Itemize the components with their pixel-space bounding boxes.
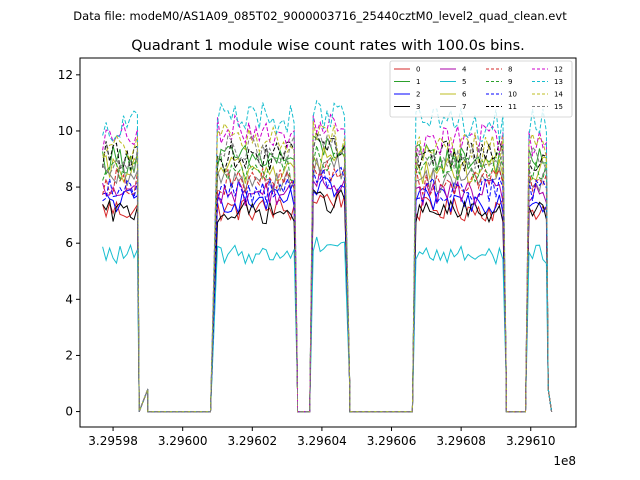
x-axis-offset-label: 1e8 [553,454,576,468]
series-line-13 [102,99,553,413]
legend-label-8: 8 [508,66,512,74]
y-tick-label: 6 [65,236,73,250]
legend-label-0: 0 [416,66,420,74]
series-line-12 [102,113,553,413]
y-tick-label: 2 [65,348,73,362]
series-line-14 [102,121,553,413]
legend-label-11: 11 [508,103,517,111]
plot-area: 3.29598 3.29600 3.29602 3.29604 3.29606 3.296… [58,57,577,448]
legend-label-2: 2 [416,91,420,99]
legend-label-14: 14 [554,91,563,99]
legend-label-12: 12 [554,66,563,74]
x-tick-label: 3.29600 [158,434,208,448]
x-tick-label: 3.29606 [367,434,417,448]
y-tick-label: 4 [65,292,73,306]
series-lines [102,99,553,413]
axes-frame [79,57,577,428]
x-tick-label: 3.29610 [506,434,556,448]
legend-label-7: 7 [462,103,466,111]
legend-label-3: 3 [416,103,420,111]
legend-label-13: 13 [554,78,563,86]
y-tick-label: 10 [58,124,73,138]
x-tick-label: 3.29602 [227,434,277,448]
legend-label-10: 10 [508,91,517,99]
x-tick-label: 3.29598 [88,434,138,448]
legend-label-5: 5 [462,78,466,86]
y-tick-label: 12 [58,68,73,82]
x-tick-label: 3.29608 [436,434,486,448]
legend-label-6: 6 [462,91,467,99]
legend-label-4: 4 [462,66,467,74]
y-tick-label: 0 [65,405,73,419]
legend-box [389,60,573,118]
figure-suptitle: Data file: modeM0/AS1A09_085T02_90000037… [73,9,567,23]
x-axis: 3.29598 3.29600 3.29602 3.29604 3.29606 3.296… [88,427,556,448]
y-axis: 0 2 4 6 8 10 12 [58,68,80,419]
legend-label-9: 9 [508,78,512,86]
axes-background [80,58,576,427]
series-line-15 [102,133,553,413]
x-tick-label: 3.29604 [297,434,347,448]
legend-label-15: 15 [554,103,563,111]
chart-title: Quadrant 1 module wise count rates with … [131,38,525,54]
y-tick-label: 8 [65,180,73,194]
legend-label-1: 1 [416,78,420,86]
